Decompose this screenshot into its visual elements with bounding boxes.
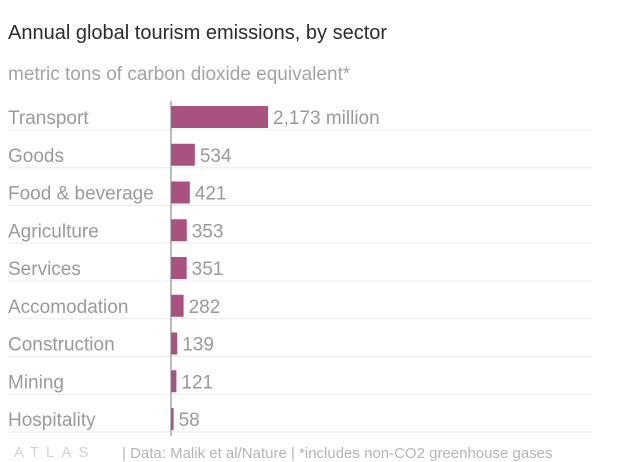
category-label: Accomodation: [8, 297, 128, 318]
bar: [171, 294, 184, 317]
bar: [171, 106, 268, 128]
bar-chart: Transport 2,173 million Goods 534 Food & bev…: [8, 101, 592, 436]
data-label: 2,173 million: [273, 108, 380, 129]
category-label: Construction: [8, 335, 115, 356]
footer: ATLAS | Data: Malik et al/Nature | *incl…: [0, 444, 640, 462]
chart-subtitle: metric tons of carbon dioxide equivalent…: [8, 64, 351, 85]
category-label: Hospitality: [8, 410, 96, 431]
bar: [171, 143, 195, 166]
atlas-logo: ATLAS: [14, 444, 96, 461]
data-label: 139: [182, 335, 214, 356]
data-label: 421: [195, 184, 227, 205]
bar: [171, 219, 187, 242]
bar: [171, 408, 174, 430]
data-label: 351: [192, 259, 224, 280]
category-label: Transport: [8, 108, 89, 129]
category-label: Mining: [8, 372, 64, 393]
data-label: 534: [200, 146, 232, 167]
category-label: Food & beverage: [8, 184, 154, 205]
category-label: Services: [8, 259, 81, 280]
bar: [171, 257, 187, 279]
category-label: Agriculture: [8, 221, 99, 242]
chart-title: Annual global tourism emissions, by sect…: [8, 22, 388, 44]
bar: [171, 370, 177, 393]
data-label: 58: [179, 410, 200, 431]
source-note: | Data: Malik et al/Nature | *includes n…: [122, 445, 553, 462]
bar: [171, 332, 178, 355]
data-label: 282: [189, 297, 221, 318]
data-label: 353: [192, 221, 224, 242]
bar: [171, 181, 190, 204]
data-label: 121: [181, 372, 213, 393]
category-label: Goods: [8, 146, 64, 167]
